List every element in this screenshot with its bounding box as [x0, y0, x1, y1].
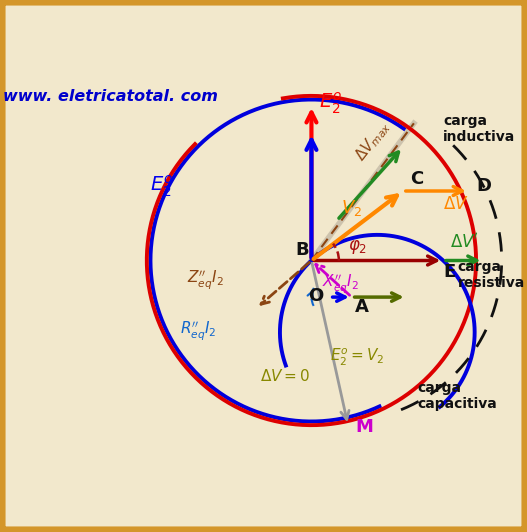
Text: $\Delta V=0$: $\Delta V=0$ — [260, 368, 310, 384]
Text: D: D — [476, 177, 491, 195]
Text: C: C — [410, 170, 424, 188]
Text: carga
resistiva: carga resistiva — [458, 260, 525, 290]
Text: M: M — [355, 419, 373, 436]
Text: O: O — [308, 287, 323, 305]
Text: $Z_{eq}''I_2$: $Z_{eq}''I_2$ — [187, 268, 224, 291]
Text: carga
inductiva: carga inductiva — [443, 114, 515, 144]
Text: carga
capacitiva: carga capacitiva — [417, 381, 497, 411]
Text: E: E — [443, 263, 455, 281]
Text: $V_2$: $V_2$ — [341, 198, 362, 218]
Text: $E_2^o$: $E_2^o$ — [319, 91, 342, 117]
Text: $\Delta V'$: $\Delta V'$ — [451, 232, 480, 252]
Text: B: B — [295, 241, 309, 259]
Text: $E_2^o$: $E_2^o$ — [151, 173, 174, 199]
Text: $\Delta V$: $\Delta V$ — [443, 195, 469, 213]
Text: $E_2^o=V_2$: $E_2^o=V_2$ — [330, 346, 384, 368]
Text: www. eletricatotal. com: www. eletricatotal. com — [3, 89, 218, 104]
Text: $\varphi_2$: $\varphi_2$ — [348, 237, 367, 255]
Text: A: A — [355, 298, 369, 315]
Text: $R_{eq}''I_2$: $R_{eq}''I_2$ — [180, 319, 216, 342]
Text: $\Delta V_{max}$: $\Delta V_{max}$ — [352, 117, 395, 164]
Text: $X_{eq}''I_2$: $X_{eq}''I_2$ — [323, 272, 359, 295]
